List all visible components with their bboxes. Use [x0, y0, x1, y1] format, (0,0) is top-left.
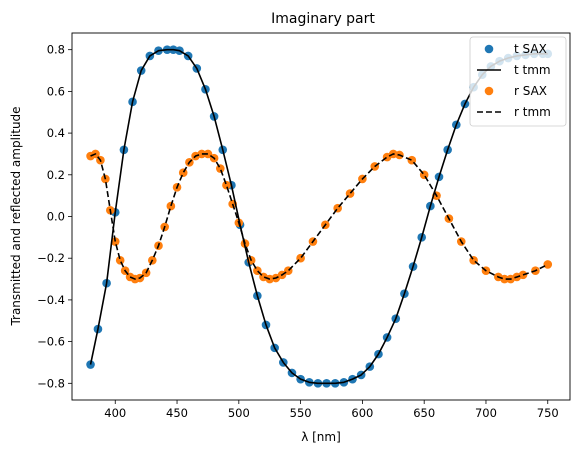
- x-tick-label: 750: [537, 406, 559, 420]
- y-tick-label: −0.2: [37, 251, 65, 265]
- x-tick-label: 500: [228, 406, 250, 420]
- legend-marker-t-sax: [484, 44, 494, 54]
- x-axis: 400 450 500 550 600 650 700 750: [104, 400, 559, 420]
- legend-label-t-sax: t SAX: [514, 42, 547, 56]
- x-tick-label: 650: [413, 406, 435, 420]
- legend: t SAX t tmm r SAX r tmm: [469, 36, 567, 127]
- t-sax-point: [86, 360, 95, 369]
- y-tick-label: 0.4: [47, 126, 65, 140]
- y-tick-label: −0.8: [37, 376, 65, 390]
- r-sax-point: [215, 164, 225, 173]
- x-axis-label: λ [nm]: [301, 430, 341, 444]
- y-axis-label: Transmitted and reflected amplitude: [9, 106, 23, 326]
- legend-label-r-sax: r SAX: [514, 84, 547, 98]
- r-sax-point: [115, 255, 125, 265]
- y-tick-label: 0.2: [47, 168, 65, 182]
- y-tick-label: 0.0: [47, 210, 65, 224]
- x-tick-label: 600: [351, 406, 373, 420]
- x-tick-label: 400: [104, 406, 126, 420]
- legend-marker-r-sax: [484, 86, 494, 96]
- x-tick-label: 450: [166, 406, 188, 420]
- legend-label-r-tmm: r tmm: [514, 105, 551, 119]
- series-layer: [86, 45, 553, 388]
- plot-area: [86, 45, 553, 388]
- legend-label-t-tmm: t tmm: [514, 63, 551, 77]
- y-tick-label: −0.4: [37, 293, 65, 307]
- y-tick-label: −0.6: [37, 335, 65, 349]
- r-tmm-line: [90, 153, 549, 280]
- x-tick-label: 550: [290, 406, 312, 420]
- r-sax-point: [500, 274, 509, 284]
- x-tick-label: 700: [475, 406, 497, 420]
- y-tick-label: 0.8: [47, 43, 65, 57]
- y-tick-label: 0.6: [47, 84, 65, 98]
- legend-box: [469, 36, 567, 127]
- r-sax-point: [543, 260, 553, 269]
- r-sax-point: [178, 168, 188, 178]
- r-sax-point: [110, 237, 120, 246]
- r-sax-point: [197, 149, 207, 159]
- chart-title: Imaginary part: [271, 11, 375, 27]
- r-sax-point: [166, 201, 176, 211]
- y-axis: −0.8 −0.6 −0.4 −0.2 0.0 0.2 0.4 0.6 0.8: [37, 43, 72, 390]
- r-sax-point: [222, 180, 231, 190]
